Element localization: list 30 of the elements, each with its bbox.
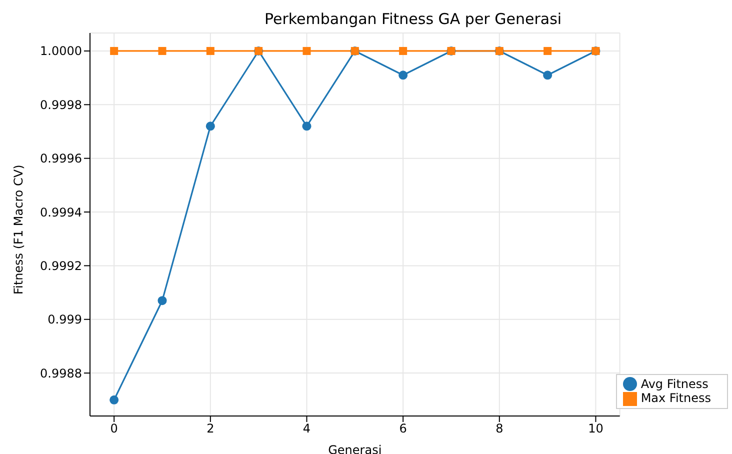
x-tick-label: 10: [588, 422, 604, 436]
legend-label: Max Fitness: [640, 391, 711, 406]
y-tick-label: 0.999: [48, 312, 82, 327]
point: [158, 296, 167, 306]
point: [110, 46, 118, 55]
y-tick-label: 0.9988: [40, 366, 82, 380]
y-tick-label: 0.9996: [40, 152, 82, 166]
x-tick-label: 0: [110, 422, 118, 436]
y-tick-label: 1.0000: [40, 44, 82, 58]
point: [206, 46, 214, 55]
point: [110, 395, 119, 404]
point: [399, 46, 408, 55]
chart-title: Perkembangan Fitness GA per Generasi: [263, 10, 563, 28]
x-axis-title: Generasi: [328, 443, 382, 454]
point: [543, 70, 552, 80]
y-tick-label: 0.9994: [40, 205, 82, 220]
x-tick-label: 6: [399, 422, 407, 436]
point: [544, 46, 552, 55]
y-tick-label: 0.9998: [40, 98, 82, 112]
point: [158, 46, 166, 55]
y-axis-title: Fitness (F1 Macro CV): [11, 164, 26, 294]
point: [302, 122, 312, 131]
x-tick-label: 2: [206, 422, 214, 436]
y-tick-label: 0.9992: [40, 258, 82, 273]
point: [206, 122, 215, 131]
point: [302, 46, 311, 55]
x-tick-label: 8: [496, 422, 504, 436]
legend-label: Avg Fitness: [640, 376, 708, 391]
x-tick-label: 4: [302, 422, 311, 436]
point: [398, 70, 408, 80]
